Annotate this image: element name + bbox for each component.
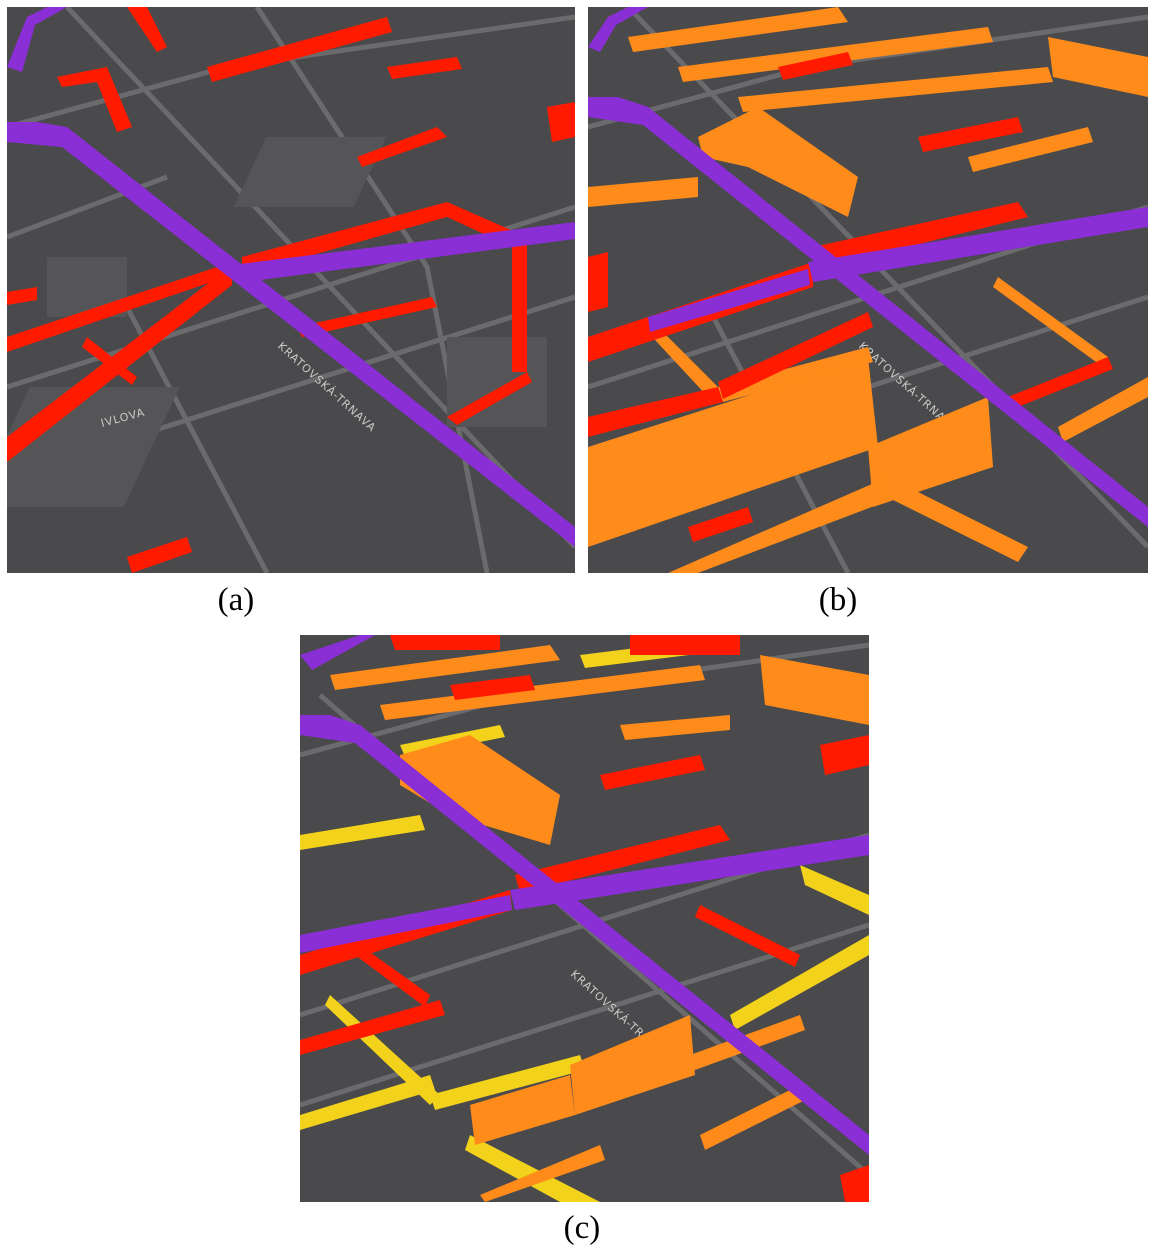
red-segments [7,7,575,573]
map-view-b: KRATOVSKÁ-TRNAVA [588,7,1148,573]
map-view-c: KRATOVSKÁ-TRNAVA [300,635,869,1202]
caption-b: (b) [818,582,858,618]
caption-c: (c) [563,1210,601,1246]
purple-route [300,635,869,1155]
map-view-a: KRATOVSKÁ-TRNAVA IVLOVA [7,7,575,573]
orange-segments [588,7,1148,573]
map-panel-c: KRATOVSKÁ-TRNAVA [300,635,869,1202]
purple-route [7,7,575,547]
city-blocks [7,137,547,507]
red-segments [300,635,869,1202]
caption-a: (a) [217,582,255,618]
map-panel-b: KRATOVSKÁ-TRNAVA [588,7,1148,573]
map-panel-a: KRATOVSKÁ-TRNAVA IVLOVA [7,7,575,573]
yellow-segments [300,640,869,1202]
purple-route [588,7,1148,527]
orange-segments [330,645,869,1202]
